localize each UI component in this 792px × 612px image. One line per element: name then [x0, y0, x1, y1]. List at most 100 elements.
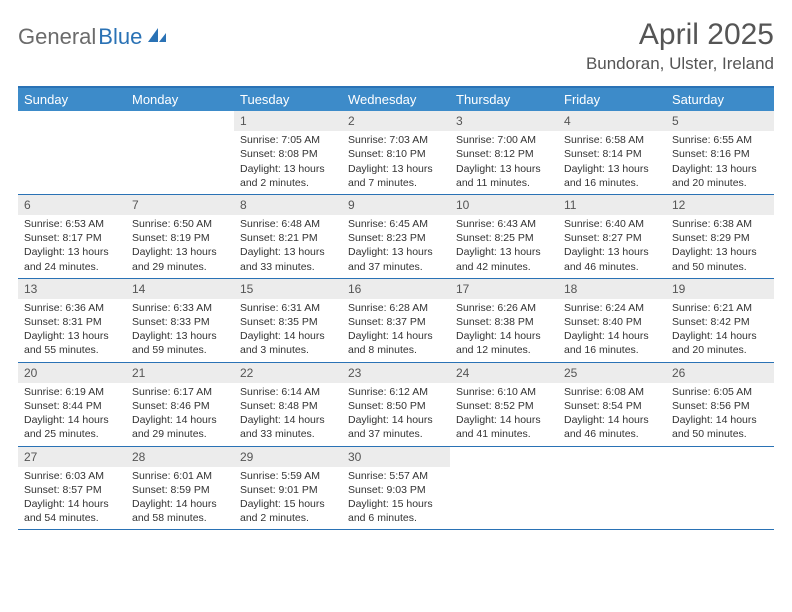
- day-number: 2: [342, 111, 450, 131]
- day-number: 3: [450, 111, 558, 131]
- sunrise-text: Sunrise: 6:14 AM: [240, 385, 336, 399]
- day-cell: 11Sunrise: 6:40 AMSunset: 8:27 PMDayligh…: [558, 195, 666, 278]
- sunrise-text: Sunrise: 6:19 AM: [24, 385, 120, 399]
- day-number: 25: [558, 363, 666, 383]
- weekday-header-row: SundayMondayTuesdayWednesdayThursdayFrid…: [18, 88, 774, 111]
- daylight-text: Daylight: 13 hours and 50 minutes.: [672, 245, 768, 273]
- sunrise-text: Sunrise: 6:10 AM: [456, 385, 552, 399]
- daylight-text: Daylight: 14 hours and 12 minutes.: [456, 329, 552, 357]
- day-number: 8: [234, 195, 342, 215]
- sunset-text: Sunset: 8:19 PM: [132, 231, 228, 245]
- day-details: Sunrise: 6:53 AMSunset: 8:17 PMDaylight:…: [18, 215, 126, 278]
- day-cell: 5Sunrise: 6:55 AMSunset: 8:16 PMDaylight…: [666, 111, 774, 194]
- day-number: 11: [558, 195, 666, 215]
- daylight-text: Daylight: 14 hours and 20 minutes.: [672, 329, 768, 357]
- sunset-text: Sunset: 8:29 PM: [672, 231, 768, 245]
- sunrise-text: Sunrise: 6:01 AM: [132, 469, 228, 483]
- day-cell-empty: .: [666, 447, 774, 530]
- day-number: 30: [342, 447, 450, 467]
- daylight-text: Daylight: 13 hours and 42 minutes.: [456, 245, 552, 273]
- week-row: 20Sunrise: 6:19 AMSunset: 8:44 PMDayligh…: [18, 363, 774, 447]
- sunrise-text: Sunrise: 6:36 AM: [24, 301, 120, 315]
- sunset-text: Sunset: 8:14 PM: [564, 147, 660, 161]
- sunset-text: Sunset: 8:56 PM: [672, 399, 768, 413]
- weekday-tuesday: Tuesday: [234, 88, 342, 111]
- day-cell: 28Sunrise: 6:01 AMSunset: 8:59 PMDayligh…: [126, 447, 234, 530]
- day-details: Sunrise: 6:08 AMSunset: 8:54 PMDaylight:…: [558, 383, 666, 446]
- daylight-text: Daylight: 13 hours and 24 minutes.: [24, 245, 120, 273]
- sunset-text: Sunset: 8:23 PM: [348, 231, 444, 245]
- daylight-text: Daylight: 15 hours and 2 minutes.: [240, 497, 336, 525]
- daylight-text: Daylight: 14 hours and 16 minutes.: [564, 329, 660, 357]
- day-details: Sunrise: 5:57 AMSunset: 9:03 PMDaylight:…: [342, 467, 450, 530]
- week-row: 27Sunrise: 6:03 AMSunset: 8:57 PMDayligh…: [18, 447, 774, 531]
- day-cell: 8Sunrise: 6:48 AMSunset: 8:21 PMDaylight…: [234, 195, 342, 278]
- day-number: 17: [450, 279, 558, 299]
- day-cell: 29Sunrise: 5:59 AMSunset: 9:01 PMDayligh…: [234, 447, 342, 530]
- day-cell: 3Sunrise: 7:00 AMSunset: 8:12 PMDaylight…: [450, 111, 558, 194]
- day-details: Sunrise: 6:10 AMSunset: 8:52 PMDaylight:…: [450, 383, 558, 446]
- day-details: Sunrise: 7:03 AMSunset: 8:10 PMDaylight:…: [342, 131, 450, 194]
- day-number: 9: [342, 195, 450, 215]
- day-details: Sunrise: 6:33 AMSunset: 8:33 PMDaylight:…: [126, 299, 234, 362]
- sunrise-text: Sunrise: 6:33 AM: [132, 301, 228, 315]
- day-details: Sunrise: 6:21 AMSunset: 8:42 PMDaylight:…: [666, 299, 774, 362]
- daylight-text: Daylight: 13 hours and 16 minutes.: [564, 162, 660, 190]
- sunrise-text: Sunrise: 6:58 AM: [564, 133, 660, 147]
- sunset-text: Sunset: 8:42 PM: [672, 315, 768, 329]
- weekday-wednesday: Wednesday: [342, 88, 450, 111]
- day-number: 1: [234, 111, 342, 131]
- sunset-text: Sunset: 8:57 PM: [24, 483, 120, 497]
- day-number: 5: [666, 111, 774, 131]
- weekday-friday: Friday: [558, 88, 666, 111]
- day-cell: 20Sunrise: 6:19 AMSunset: 8:44 PMDayligh…: [18, 363, 126, 446]
- sunset-text: Sunset: 8:31 PM: [24, 315, 120, 329]
- sunrise-text: Sunrise: 6:26 AM: [456, 301, 552, 315]
- day-cell: 30Sunrise: 5:57 AMSunset: 9:03 PMDayligh…: [342, 447, 450, 530]
- day-details: Sunrise: 6:03 AMSunset: 8:57 PMDaylight:…: [18, 467, 126, 530]
- daylight-text: Daylight: 13 hours and 46 minutes.: [564, 245, 660, 273]
- day-number: 7: [126, 195, 234, 215]
- weeks-container: .. 1Sunrise: 7:05 AMSunset: 8:08 PMDaylig…: [18, 111, 774, 530]
- weekday-sunday: Sunday: [18, 88, 126, 111]
- sunrise-text: Sunrise: 6:03 AM: [24, 469, 120, 483]
- day-details: Sunrise: 6:24 AMSunset: 8:40 PMDaylight:…: [558, 299, 666, 362]
- sunrise-text: Sunrise: 6:05 AM: [672, 385, 768, 399]
- sunset-text: Sunset: 8:21 PM: [240, 231, 336, 245]
- day-details: Sunrise: 7:05 AMSunset: 8:08 PMDaylight:…: [234, 131, 342, 194]
- weekday-monday: Monday: [126, 88, 234, 111]
- day-number: 19: [666, 279, 774, 299]
- day-cell: 16Sunrise: 6:28 AMSunset: 8:37 PMDayligh…: [342, 279, 450, 362]
- week-row: 6Sunrise: 6:53 AMSunset: 8:17 PMDaylight…: [18, 195, 774, 279]
- daylight-text: Daylight: 14 hours and 29 minutes.: [132, 413, 228, 441]
- daylight-text: Daylight: 13 hours and 55 minutes.: [24, 329, 120, 357]
- sunrise-text: Sunrise: 6:38 AM: [672, 217, 768, 231]
- sunrise-text: Sunrise: 6:40 AM: [564, 217, 660, 231]
- daylight-text: Daylight: 13 hours and 7 minutes.: [348, 162, 444, 190]
- sunrise-text: Sunrise: 6:43 AM: [456, 217, 552, 231]
- day-cell: 13Sunrise: 6:36 AMSunset: 8:31 PMDayligh…: [18, 279, 126, 362]
- sunset-text: Sunset: 8:50 PM: [348, 399, 444, 413]
- daylight-text: Daylight: 14 hours and 25 minutes.: [24, 413, 120, 441]
- day-details: Sunrise: 6:36 AMSunset: 8:31 PMDaylight:…: [18, 299, 126, 362]
- logo-sail-icon: [146, 26, 168, 49]
- sunrise-text: Sunrise: 7:00 AM: [456, 133, 552, 147]
- sunset-text: Sunset: 8:48 PM: [240, 399, 336, 413]
- sunset-text: Sunset: 8:38 PM: [456, 315, 552, 329]
- sunrise-text: Sunrise: 7:05 AM: [240, 133, 336, 147]
- daylight-text: Daylight: 15 hours and 6 minutes.: [348, 497, 444, 525]
- day-details: Sunrise: 6:05 AMSunset: 8:56 PMDaylight:…: [666, 383, 774, 446]
- weekday-thursday: Thursday: [450, 88, 558, 111]
- day-details: Sunrise: 7:00 AMSunset: 8:12 PMDaylight:…: [450, 131, 558, 194]
- sunrise-text: Sunrise: 6:12 AM: [348, 385, 444, 399]
- calendar: SundayMondayTuesdayWednesdayThursdayFrid…: [18, 86, 774, 530]
- day-details: Sunrise: 6:31 AMSunset: 8:35 PMDaylight:…: [234, 299, 342, 362]
- day-cell: 7Sunrise: 6:50 AMSunset: 8:19 PMDaylight…: [126, 195, 234, 278]
- daylight-text: Daylight: 13 hours and 20 minutes.: [672, 162, 768, 190]
- sunrise-text: Sunrise: 7:03 AM: [348, 133, 444, 147]
- day-cell-empty: .: [18, 111, 126, 194]
- sunrise-text: Sunrise: 6:28 AM: [348, 301, 444, 315]
- daylight-text: Daylight: 13 hours and 37 minutes.: [348, 245, 444, 273]
- daylight-text: Daylight: 14 hours and 8 minutes.: [348, 329, 444, 357]
- sunset-text: Sunset: 8:44 PM: [24, 399, 120, 413]
